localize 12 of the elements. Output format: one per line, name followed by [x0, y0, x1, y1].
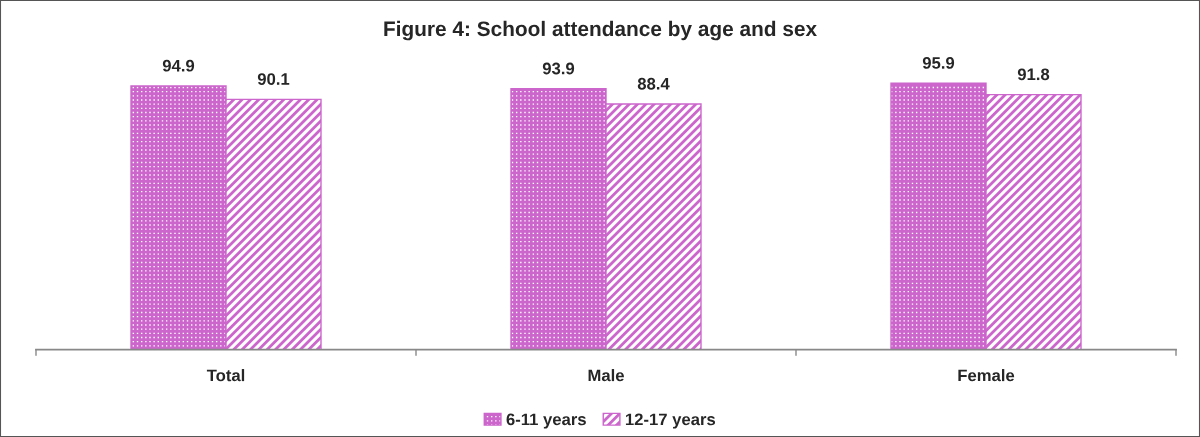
- data-label: 94.9: [162, 59, 195, 72]
- x-tick-label: Female: [958, 369, 1015, 382]
- legend-label: 6-11 years: [506, 413, 586, 429]
- chart-title: Figure 4: School attendance by age and sex: [384, 20, 817, 41]
- x-tick-label: Male: [588, 369, 624, 382]
- data-label: 91.8: [1017, 68, 1050, 81]
- legend-label: 12-17 years: [625, 413, 716, 429]
- x-tick-label: Total: [206, 369, 245, 382]
- data-label: 88.4: [637, 77, 670, 90]
- data-label: 95.9: [922, 57, 955, 69]
- data-label: 90.1: [257, 73, 290, 85]
- data-label: 93.9: [542, 62, 575, 75]
